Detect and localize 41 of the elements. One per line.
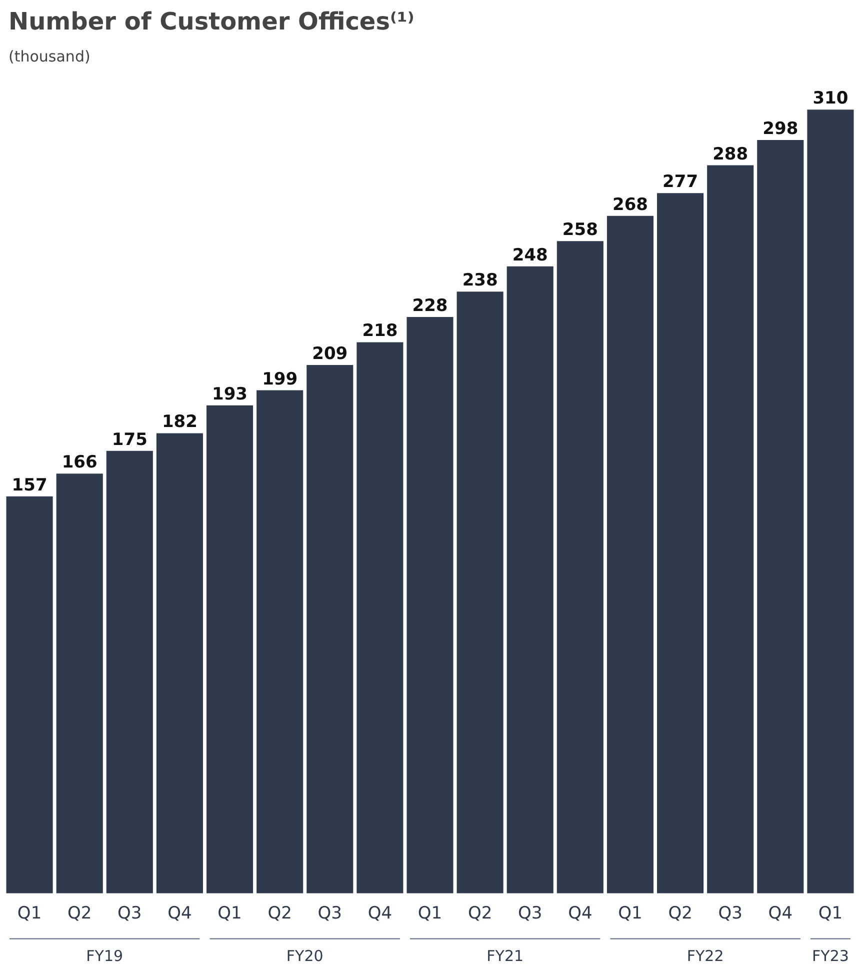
x-tick-label: Q1 [618,903,642,924]
data-label: 182 [162,412,198,432]
x-tick-label: Q2 [67,903,92,924]
x-tick-label: Q2 [268,903,292,924]
text: FY20 [286,946,324,965]
chart-subtitle: (thousand) [8,48,90,66]
chart-title: Number of Customer Offices⁽¹⁾ [8,8,414,36]
x-tick-label: Q1 [818,903,843,924]
x-tick-label: Q4 [568,903,592,924]
data-label: 193 [212,384,248,404]
x-tick-label: Q2 [468,903,492,924]
data-label: 209 [312,344,348,364]
data-label: 277 [662,172,698,192]
data-label: 248 [512,245,548,266]
x-tick-label: Q1 [17,903,42,924]
x-tick-label: Q4 [768,903,793,924]
x-tick-label: Q3 [518,903,542,924]
data-label: 228 [412,296,448,316]
text: FY21 [486,946,524,965]
data-label: 258 [562,220,598,240]
text: FY19 [86,946,124,965]
x-tick-label: Q3 [318,903,342,924]
x-tick-label: Q4 [368,903,392,924]
x-tick-label: Q3 [718,903,742,924]
text: FY22 [686,946,724,965]
data-label: 175 [112,430,148,450]
x-tick-label: Q1 [418,903,442,924]
text: FY23 [812,946,849,965]
data-label: 298 [762,119,798,140]
data-label: 310 [812,88,848,109]
x-tick-label: Q2 [668,903,692,924]
x-tick-label: Q1 [218,903,242,924]
data-label: 157 [12,475,48,496]
data-label: 268 [612,194,648,215]
data-label: 218 [362,321,398,342]
data-label: 199 [262,369,298,390]
data-label: 238 [462,270,498,291]
data-label: 288 [712,144,748,164]
x-tick-label: Q3 [118,903,142,924]
data-label: 166 [62,452,98,473]
x-tick-label: Q4 [168,903,192,924]
